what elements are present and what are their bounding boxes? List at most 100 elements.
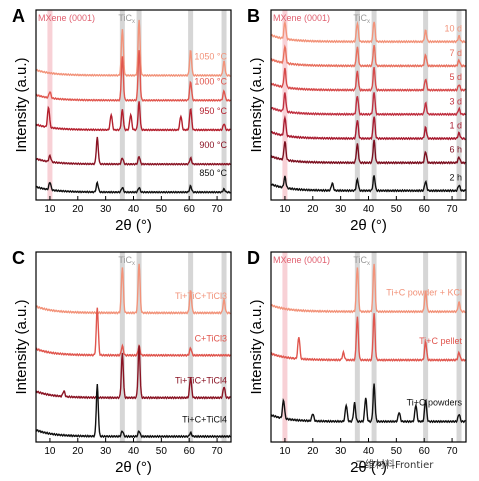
series-line (270, 66, 466, 93)
band-label-subscript: x (367, 261, 370, 267)
x-tick-label: 70 (212, 204, 224, 215)
series-line (270, 20, 466, 44)
band-0 (47, 10, 53, 200)
band-label: TiCx (118, 255, 135, 267)
panel-A: 1050 °C 1000 °C 950 °C 900 °C 850 °C MXene (0… (12, 6, 232, 234)
series-label: C+TiCl3 (195, 333, 227, 343)
x-tick-label: 50 (156, 446, 168, 457)
series-label: 1 d (449, 121, 462, 131)
x-tick-label: 20 (307, 204, 319, 215)
series-line (35, 307, 232, 358)
series-line (270, 115, 466, 141)
series-line (270, 139, 466, 165)
series-label: Ti+C powders (407, 398, 463, 408)
band-3 (221, 252, 227, 442)
band-1 (354, 10, 360, 200)
band-4 (456, 252, 462, 442)
panel-D: Ti+C powder + KCl Ti+C pellet Ti+C powders… (247, 248, 467, 476)
series-label: 850 °C (199, 168, 227, 178)
x-tick-label: 40 (128, 204, 140, 215)
x-tick-label: 10 (279, 446, 291, 457)
series-label: 2 h (449, 173, 462, 183)
series-line (35, 19, 231, 78)
watermark: 二维材料Frontier (355, 460, 434, 471)
series-label: 10 d (444, 24, 462, 34)
series-label: 1050 °C (194, 51, 227, 61)
series-line (35, 180, 231, 194)
series-label: Ti+TiC+TiCl3 (175, 291, 227, 301)
series-label: 7 d (449, 48, 462, 58)
band-2 (188, 252, 194, 442)
x-tick-label: 60 (419, 204, 431, 215)
plot-frame (270, 9, 467, 201)
series-line (270, 92, 466, 117)
x-tick-label: 70 (212, 446, 224, 457)
band-2 (371, 252, 377, 442)
x-tick-label: 10 (44, 204, 56, 215)
series-line (270, 44, 467, 68)
x-tick-label: 60 (419, 446, 431, 457)
panel-B: 10 d 7 d 5 d 3 d 1 d 6 h 2 h MXene (0001) TiCx 10… (247, 6, 467, 234)
x-tick-label: 40 (363, 204, 375, 215)
band-4 (221, 10, 227, 200)
x-tick-label: 70 (447, 204, 459, 215)
x-tick-label: 50 (156, 204, 168, 215)
x-axis-label: 2θ (°) (350, 459, 387, 476)
x-tick-label: 40 (363, 446, 375, 457)
panel-letter: C (12, 248, 25, 268)
band-0 (282, 252, 288, 442)
band-label: TiCx (353, 255, 370, 267)
x-tick-label: 60 (184, 204, 196, 215)
x-tick-label: 60 (184, 446, 196, 457)
x-tick-label: 40 (128, 446, 140, 457)
series-line (270, 313, 467, 362)
series-line (35, 263, 231, 315)
y-axis-label: Intensity (a.u.) (248, 57, 265, 152)
series-line (35, 345, 231, 400)
x-axis-label: 2θ (°) (350, 217, 387, 234)
series-line (35, 101, 231, 132)
y-axis-label: Intensity (a.u.) (13, 57, 30, 152)
band-1 (354, 252, 360, 442)
y-axis-label: Intensity (a.u.) (13, 299, 30, 394)
x-tick-label: 20 (307, 446, 319, 457)
band-label: MXene (0001) (273, 255, 330, 265)
band-label-subscript: x (367, 19, 370, 25)
series-line (270, 383, 466, 424)
series-label: Ti+C powder + KCl (386, 288, 462, 298)
series-label: Ti+C+TiCl4 (182, 414, 227, 424)
band-1 (119, 10, 125, 200)
x-tick-label: 20 (72, 204, 84, 215)
band-3 (188, 10, 194, 200)
band-label: TiCx (118, 13, 135, 25)
panel-letter: D (247, 248, 260, 268)
series-label: 5 d (449, 72, 462, 82)
x-tick-label: 20 (72, 446, 84, 457)
series-line (270, 263, 466, 314)
x-tick-label: 30 (335, 446, 347, 457)
x-tick-label: 30 (335, 204, 347, 215)
x-tick-label: 10 (279, 204, 291, 215)
x-axis-label: 2θ (°) (115, 459, 152, 476)
band-label-subscript: x (132, 19, 135, 25)
band-0 (282, 10, 288, 200)
x-tick-label: 70 (447, 446, 459, 457)
series-label: 950 °C (199, 106, 227, 116)
panel-letter: B (247, 6, 260, 26)
series-label: Ti+C pellet (419, 336, 462, 346)
series-line (35, 50, 231, 103)
y-axis-label: Intensity (a.u.) (248, 299, 265, 394)
series-label: 6 h (449, 145, 462, 155)
band-3 (423, 252, 429, 442)
band-label-subscript: x (132, 261, 135, 267)
x-tick-label: 30 (100, 204, 112, 215)
x-tick-label: 30 (100, 446, 112, 457)
series-line (35, 136, 231, 166)
series-label: Ti+TiC+TiCl4 (175, 376, 227, 386)
band-4 (456, 10, 462, 200)
x-axis-label: 2θ (°) (115, 217, 152, 234)
x-tick-label: 50 (391, 446, 403, 457)
band-2 (371, 10, 377, 200)
band-label: TiCx (353, 13, 370, 25)
